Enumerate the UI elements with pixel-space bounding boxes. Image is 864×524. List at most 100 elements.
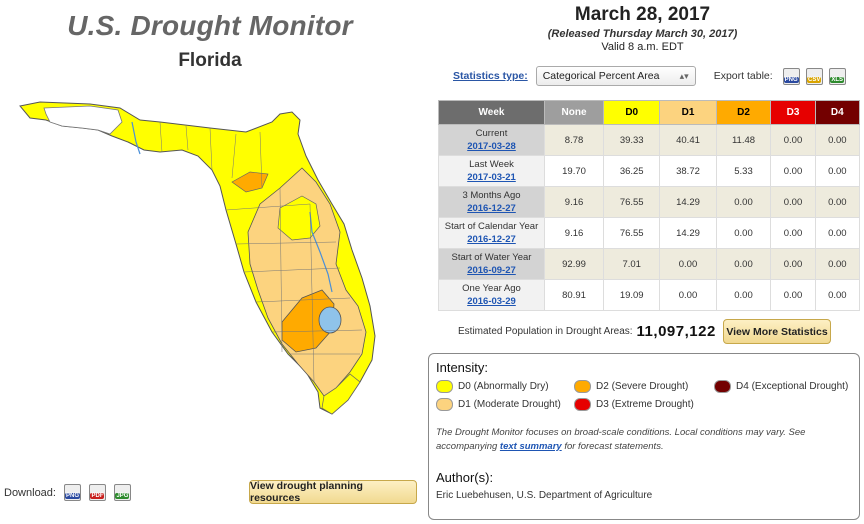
value-cell: 0.00 [770, 217, 816, 249]
drought-monitor-note: The Drought Monitor focuses on broad-sca… [436, 427, 806, 452]
value-cell: 19.70 [543, 155, 605, 187]
release-date: (Released Thursday March 30, 2017) [547, 28, 738, 40]
week-date-link[interactable]: 2017-03-28 [467, 141, 516, 152]
value-cell: 0.00 [770, 279, 816, 311]
value-cell: 5.33 [715, 155, 772, 187]
legend-swatch-d4 [714, 380, 731, 393]
column-header-d4: D4 [814, 100, 861, 125]
table-row: Current 2017-03-28 8.78 39.33 40.41 11.48 0.00… [438, 124, 861, 156]
text-summary-link[interactable]: text summary [499, 440, 562, 452]
table-row: Start of Water Year 2016-09-27 92.99 7.01 0.… [438, 248, 861, 280]
statistics-type-link[interactable]: Statistics type: [453, 70, 528, 82]
river-apalachicola [131, 121, 141, 155]
statistics-type-select[interactable]: Categorical Percent Area ▴▾ [535, 66, 696, 86]
value-cell: 0.00 [814, 186, 861, 218]
download-pdf-icon[interactable]: PDF [88, 484, 106, 501]
value-cell: 0.00 [814, 248, 861, 280]
week-date-link[interactable]: 2016-12-27 [467, 234, 516, 245]
intensity-legend: Intensity: D0 (Abnormally Dry) D1 (Moder… [428, 353, 860, 520]
legend-swatch-d1 [436, 398, 453, 411]
map-region-d2-north [231, 171, 269, 193]
week-label: One Year Ago [462, 283, 521, 294]
value-cell: 0.00 [715, 217, 772, 249]
value-cell: 0.00 [770, 186, 816, 218]
map-region-d1 [247, 167, 367, 397]
value-cell: 0.00 [715, 186, 772, 218]
value-cell: 0.00 [770, 124, 816, 156]
week-cell: Start of Water Year 2016-09-27 [438, 248, 545, 280]
author-name: Eric Luebehusen, U.S. Department of Agri… [436, 490, 653, 501]
legend-item-d2: D2 (Severe Drought) [574, 380, 688, 393]
planning-resources-button[interactable]: View drought planning resources [249, 480, 417, 504]
week-label: 3 Months Ago [462, 190, 521, 201]
week-cell: One Year Ago 2016-03-29 [438, 279, 545, 311]
population-label: Estimated Population in Drought Areas: [458, 325, 633, 337]
table-row: One Year Ago 2016-03-29 80.91 19.09 0.00 0.00… [438, 279, 861, 311]
week-cell: Start of Calendar Year 2016-12-27 [438, 217, 545, 249]
river-st-johns [309, 211, 333, 293]
download-label: Download: [4, 486, 56, 499]
drought-statistics-table: Week None D0 D1 D2 D3 D4 Current 2017-03-28 8.78… [438, 100, 861, 311]
value-cell: 0.00 [770, 248, 816, 280]
statistics-type-value: Categorical Percent Area [542, 70, 660, 82]
column-header-d3: D3 [770, 100, 816, 125]
value-cell: 0.00 [814, 279, 861, 311]
population-row: Estimated Population in Drought Areas: 1… [458, 320, 716, 342]
page-title: U.S. Drought Monitor [67, 10, 353, 41]
map-region-d0-south [321, 373, 361, 415]
value-cell: 76.55 [603, 217, 661, 249]
legend-item-d4: D4 (Exceptional Drought) [714, 380, 848, 393]
legend-item-d0: D0 (Abnormally Dry) [436, 380, 549, 393]
map-region-none [43, 105, 123, 135]
value-cell: 0.00 [715, 248, 772, 280]
state-name: Florida [178, 50, 242, 71]
map-date: March 28, 2017 [574, 4, 711, 25]
legend-swatch-d2 [574, 380, 591, 393]
value-cell: 39.33 [603, 124, 661, 156]
lake-okeechobee [318, 306, 342, 334]
download-jpg-icon[interactable]: JPG [113, 484, 131, 501]
export-xls-icon[interactable]: XLS [828, 67, 846, 85]
week-label: Last Week [469, 159, 514, 170]
week-date-link[interactable]: 2016-09-27 [467, 265, 516, 276]
population-value: 11,097,122 [636, 322, 716, 340]
legend-item-d1: D1 (Moderate Drought) [436, 398, 561, 411]
download-png-icon[interactable]: PNG [63, 484, 81, 501]
value-cell: 11.48 [715, 124, 772, 156]
value-cell: 0.00 [814, 155, 861, 187]
week-cell: Current 2017-03-28 [438, 124, 545, 156]
week-date-link[interactable]: 2016-03-29 [467, 296, 516, 307]
statistics-controls: Statistics type: Categorical Percent Are… [453, 66, 853, 86]
value-cell: 0.00 [770, 155, 816, 187]
week-date-link[interactable]: 2017-03-21 [467, 172, 516, 183]
value-cell: 19.09 [603, 279, 661, 311]
legend-item-d3: D3 (Extreme Drought) [574, 398, 694, 411]
column-header-d1: D1 [659, 100, 717, 125]
value-cell: 80.91 [543, 279, 605, 311]
value-cell: 38.72 [659, 155, 717, 187]
chevron-updown-icon: ▴▾ [679, 70, 689, 81]
value-cell: 40.41 [659, 124, 717, 156]
table-row: 3 Months Ago 2016-12-27 9.16 76.55 14.29 0.00… [438, 186, 861, 218]
table-header-row: Week None D0 D1 D2 D3 D4 [438, 100, 861, 125]
value-cell: 7.01 [603, 248, 661, 280]
value-cell: 0.00 [814, 217, 861, 249]
column-header-d2: D2 [715, 100, 772, 125]
week-date-link[interactable]: 2016-12-27 [467, 203, 516, 214]
download-row: Download: PNG PDF JPG [4, 484, 131, 501]
florida-drought-map [10, 92, 400, 427]
column-header-none: None [543, 100, 605, 125]
export-csv-icon[interactable]: CSV [805, 67, 823, 85]
value-cell: 8.78 [543, 124, 605, 156]
week-cell: 3 Months Ago 2016-12-27 [438, 186, 545, 218]
view-more-statistics-button[interactable]: View More Statistics [723, 319, 831, 344]
value-cell: 9.16 [543, 217, 605, 249]
value-cell: 36.25 [603, 155, 661, 187]
value-cell: 76.55 [603, 186, 661, 218]
column-header-week: Week [438, 100, 545, 125]
valid-time: Valid 8 a.m. EDT [601, 41, 684, 53]
export-label: Export table: [713, 70, 773, 82]
export-png-icon[interactable]: PNG [782, 67, 800, 85]
value-cell: 92.99 [543, 248, 605, 280]
value-cell: 9.16 [543, 186, 605, 218]
